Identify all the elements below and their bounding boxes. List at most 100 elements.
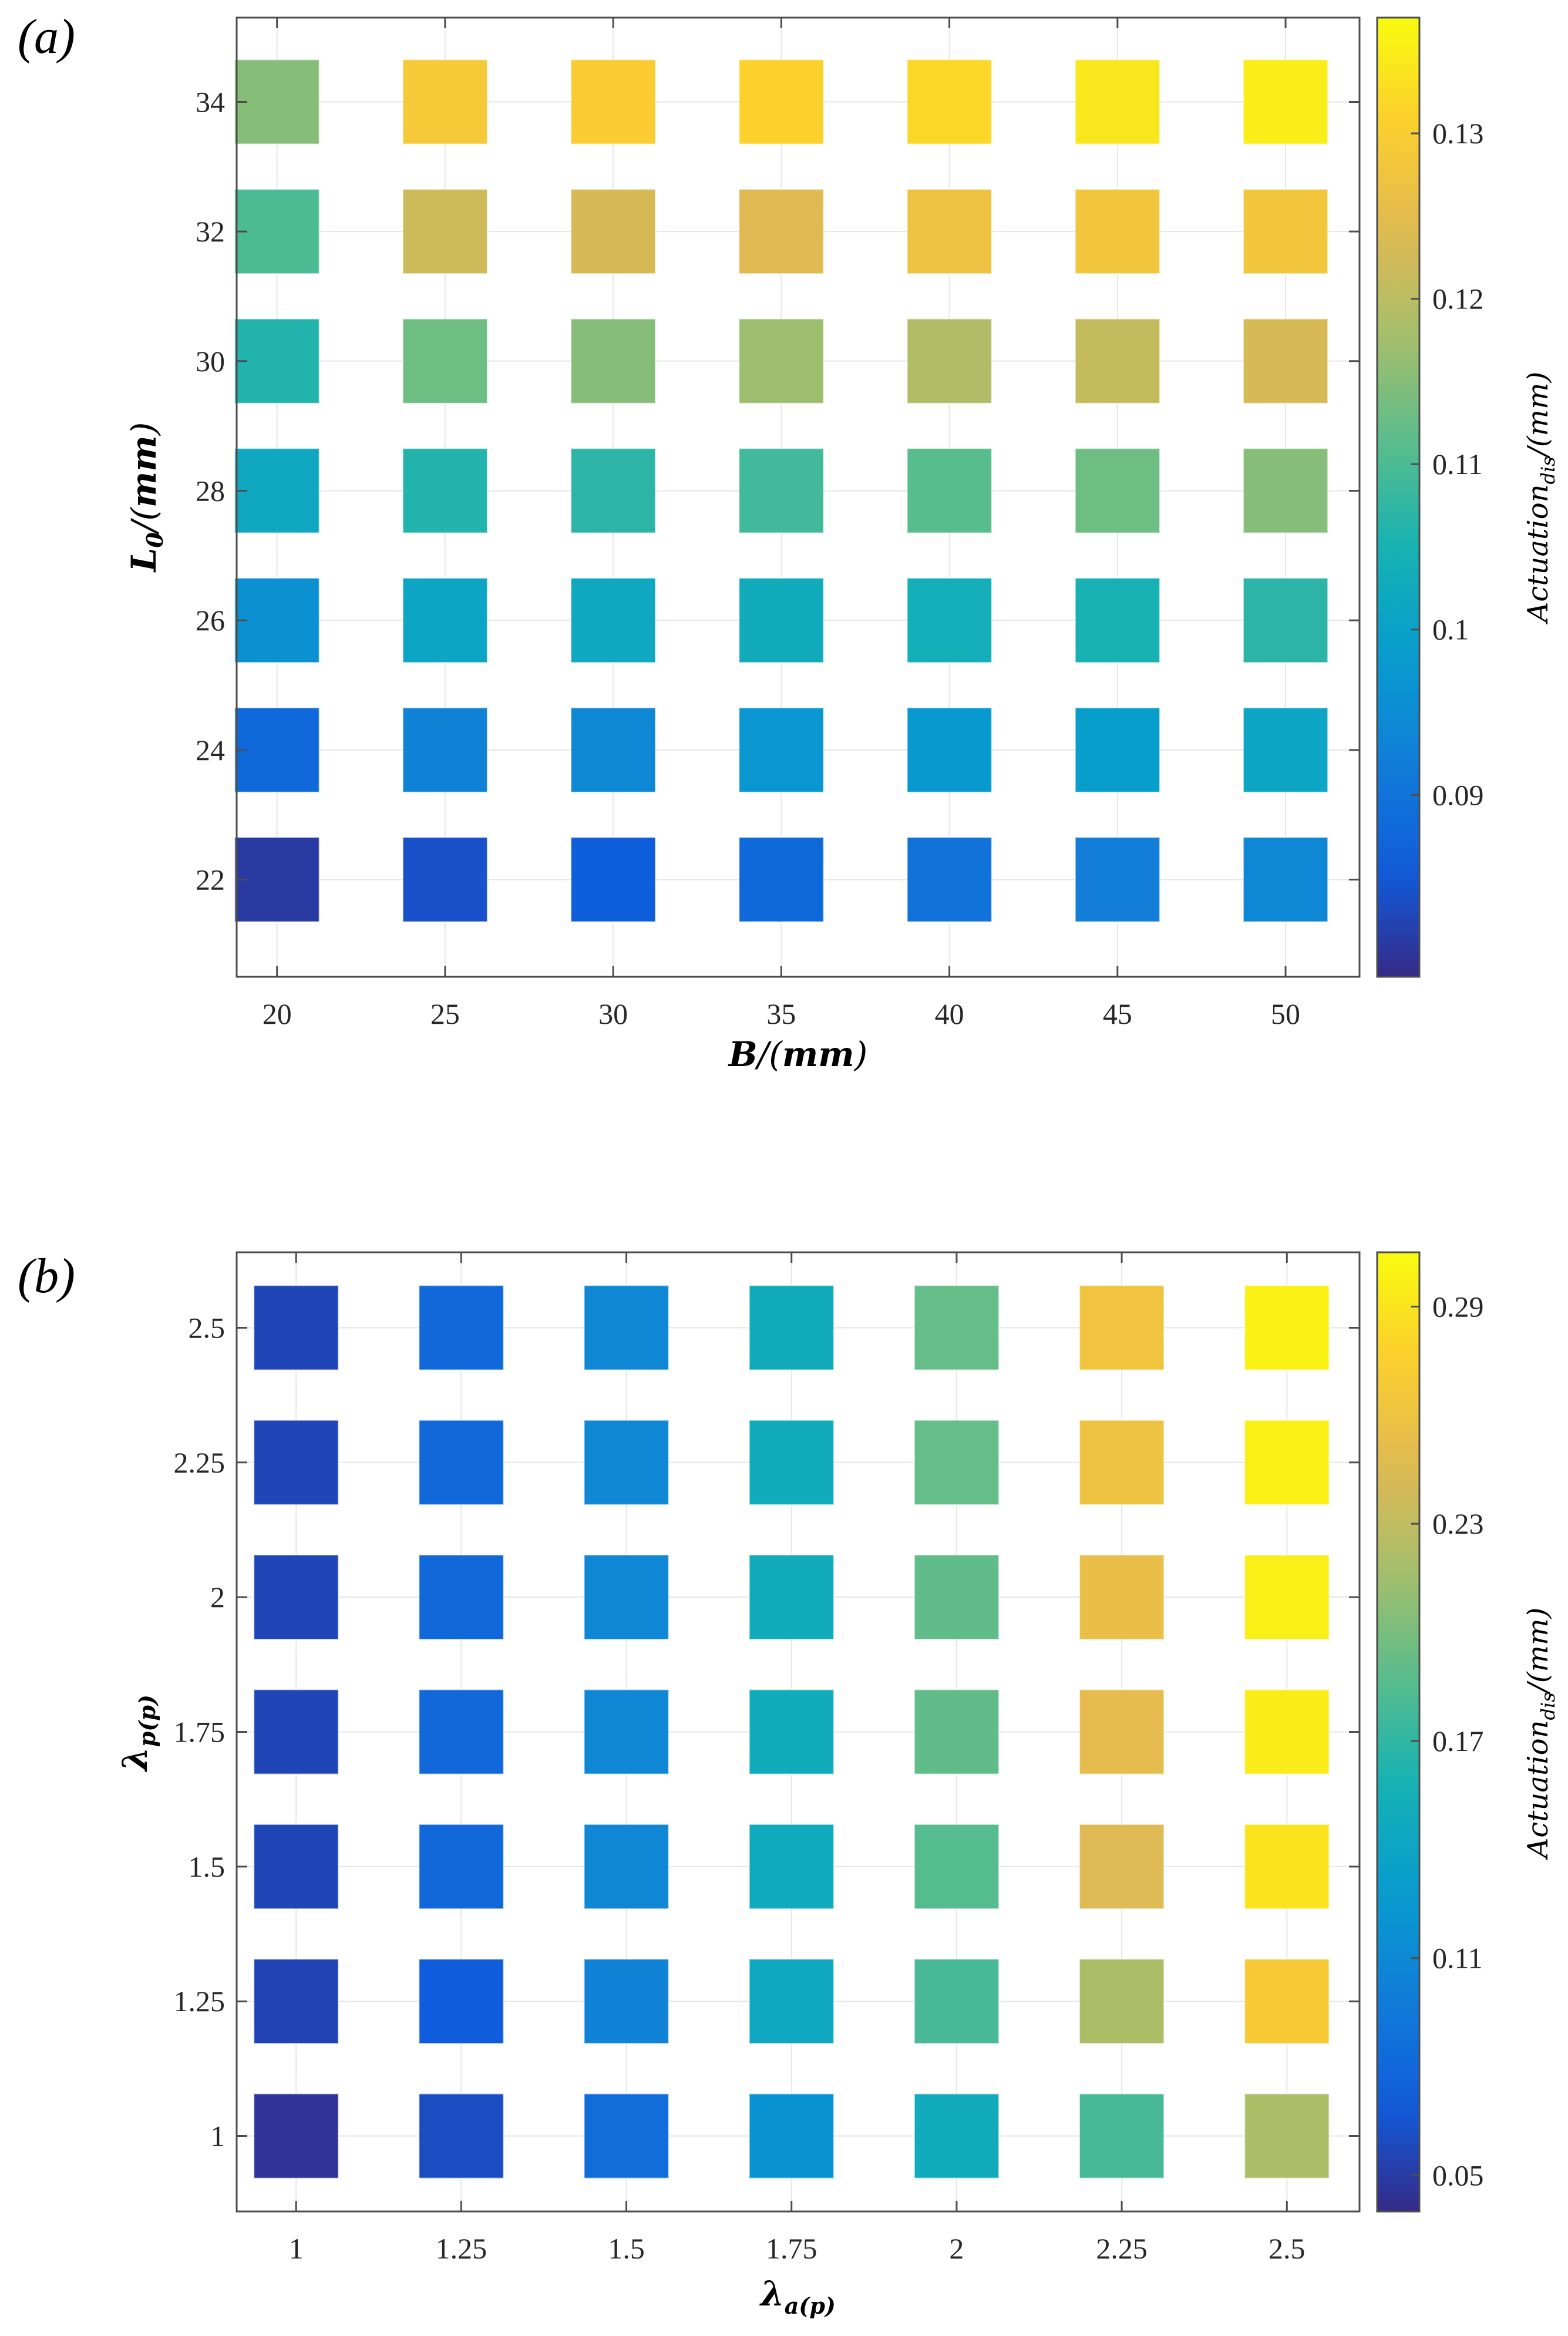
- x-tick-label: 45: [1103, 997, 1132, 1030]
- heatmap-cell: [1074, 836, 1160, 923]
- heatmap-cell: [583, 1554, 669, 1641]
- heatmap-cell: [738, 836, 825, 923]
- y-tick-label: 2.25: [174, 1446, 226, 1479]
- heatmap-cell: [906, 448, 992, 534]
- panel-b-x-axis-label: λa(p): [759, 2274, 836, 2319]
- y-tick-label: 32: [196, 215, 225, 248]
- heatmap-cell: [1243, 707, 1329, 793]
- colorbar-tick-label: 0.05: [1432, 2159, 1484, 2192]
- colorbar-tick-label: 0.11: [1432, 1942, 1483, 1975]
- colorbar-tick-label: 0.23: [1432, 1507, 1484, 1540]
- heatmap-cell: [738, 448, 825, 534]
- heatmap-cell: [748, 1419, 835, 1505]
- panel-b-colorbar-label: Actuationdis/(mm): [1522, 1608, 1559, 1861]
- heatmap-cell: [234, 448, 320, 534]
- heatmap-cell: [748, 1285, 835, 1371]
- heatmap-cell: [748, 1958, 835, 2045]
- panel-b-colorbar: 0.05 0.11 0.17 0.23 0.29: [1376, 1251, 1484, 2213]
- heatmap-cell: [1074, 189, 1160, 275]
- colorbar-tick-label: 0.1: [1432, 613, 1469, 646]
- heatmap-cell: [418, 2093, 504, 2179]
- panel-a-label: (a): [18, 9, 75, 64]
- heatmap-cell: [748, 1823, 835, 1910]
- heatmap-cell: [583, 1823, 669, 1910]
- heatmap-cell: [583, 1958, 669, 2045]
- heatmap-cell: [913, 1823, 1000, 1910]
- x-tick-label: 40: [935, 997, 964, 1030]
- heatmap-cell: [913, 1689, 1000, 1775]
- panel-a-plot-frame: [235, 16, 1361, 978]
- y-tick-label: 1.5: [189, 1850, 226, 1883]
- heatmap-cell: [570, 836, 657, 923]
- heatmap-cell: [402, 836, 488, 923]
- heatmap-cell: [1243, 189, 1329, 275]
- y-tick-label: 28: [196, 474, 225, 507]
- heatmap-cell: [913, 1285, 1000, 1371]
- heatmap-cell: [402, 707, 488, 793]
- heatmap-cell: [1079, 1285, 1165, 1371]
- heatmap-cell: [1079, 1554, 1165, 1641]
- heatmap-cell: [906, 318, 992, 404]
- heatmap-cell: [253, 1958, 339, 2045]
- heatmap-cell: [738, 59, 825, 145]
- heatmap-cell: [570, 59, 657, 145]
- heatmap-cell: [418, 1554, 504, 1641]
- heatmap-cell: [913, 1554, 1000, 1641]
- panel-b: (b) 1 1.25 1.5 1.75 2 2.25 2.5 1 1.25 1.5 1.75 2 2.2…: [18, 1249, 1559, 2319]
- heatmap-cell: [1079, 1689, 1165, 1775]
- y-tick-label: 1.75: [174, 1716, 226, 1749]
- panel-a-y-axis-label: L0/(mm): [124, 422, 168, 573]
- heatmap-cell: [913, 1958, 1000, 2045]
- heatmap-cell: [738, 318, 825, 404]
- x-tick-label: 2.5: [1268, 2232, 1305, 2265]
- heatmap-cell: [1074, 318, 1160, 404]
- heatmap-cell: [234, 59, 320, 145]
- panel-b-ticks: 1 1.25 1.5 1.75 2 2.25 2.5 1 1.25 1.5 1.75 2 2.25 2.5: [174, 1252, 1360, 2265]
- panel-b-y-axis-label: λp(p): [115, 1695, 160, 1773]
- heatmap-cell: [1244, 1419, 1330, 1505]
- heatmap-cell: [1243, 318, 1329, 404]
- heatmap-cell: [1074, 59, 1160, 145]
- panel-a-ticks: 20 25 30 35 40 45 50 22 24 26 28 30 32 34: [196, 18, 1360, 1030]
- heatmap-cell: [253, 1689, 339, 1775]
- heatmap-cell: [570, 707, 657, 793]
- heatmap-cell: [583, 1419, 669, 1505]
- heatmap-cell: [583, 1285, 669, 1371]
- y-tick-label: 34: [196, 85, 225, 118]
- colorbar-tick-label: 0.11: [1432, 448, 1483, 480]
- heatmap-cell: [1243, 577, 1329, 664]
- heatmap-cell: [1243, 836, 1329, 923]
- heatmap-cell: [234, 836, 320, 923]
- heatmap-cell: [418, 1823, 504, 1910]
- heatmap-cell: [1244, 2093, 1330, 2179]
- colorbar-gradient: [1376, 1251, 1421, 2213]
- panel-a-colorbar-label: Actuationdis/(mm): [1522, 372, 1559, 625]
- heatmap-cell: [253, 1285, 339, 1371]
- colorbar-tick-label: 0.09: [1432, 778, 1484, 811]
- heatmap-cell: [234, 577, 320, 664]
- panel-b-cells: [253, 1285, 1330, 2179]
- panel-a-x-axis-label: B/(mm): [728, 1034, 868, 1074]
- heatmap-cell: [402, 318, 488, 404]
- heatmap-cell: [253, 1554, 339, 1641]
- heatmap-cell: [913, 2093, 1000, 2179]
- heatmap-cell: [906, 707, 992, 793]
- heatmap-cell: [1074, 577, 1160, 664]
- heatmap-cell: [738, 189, 825, 275]
- heatmap-cell: [748, 2093, 835, 2179]
- colorbar-gradient: [1376, 16, 1421, 978]
- x-tick-label: 1.75: [766, 2232, 817, 2265]
- heatmap-cell: [738, 577, 825, 664]
- heatmap-cell: [234, 707, 320, 793]
- panel-b-label: (b): [18, 1249, 75, 1303]
- heatmap-cell: [570, 189, 657, 275]
- heatmap-cell: [253, 2093, 339, 2179]
- colorbar-tick-label: 0.13: [1432, 117, 1484, 150]
- heatmap-cell: [402, 59, 488, 145]
- y-tick-label: 2: [210, 1581, 225, 1614]
- x-tick-label: 20: [263, 997, 292, 1030]
- heatmap-cell: [570, 318, 657, 404]
- colorbar-tick-label: 0.12: [1432, 283, 1484, 315]
- heatmap-cell: [418, 1689, 504, 1775]
